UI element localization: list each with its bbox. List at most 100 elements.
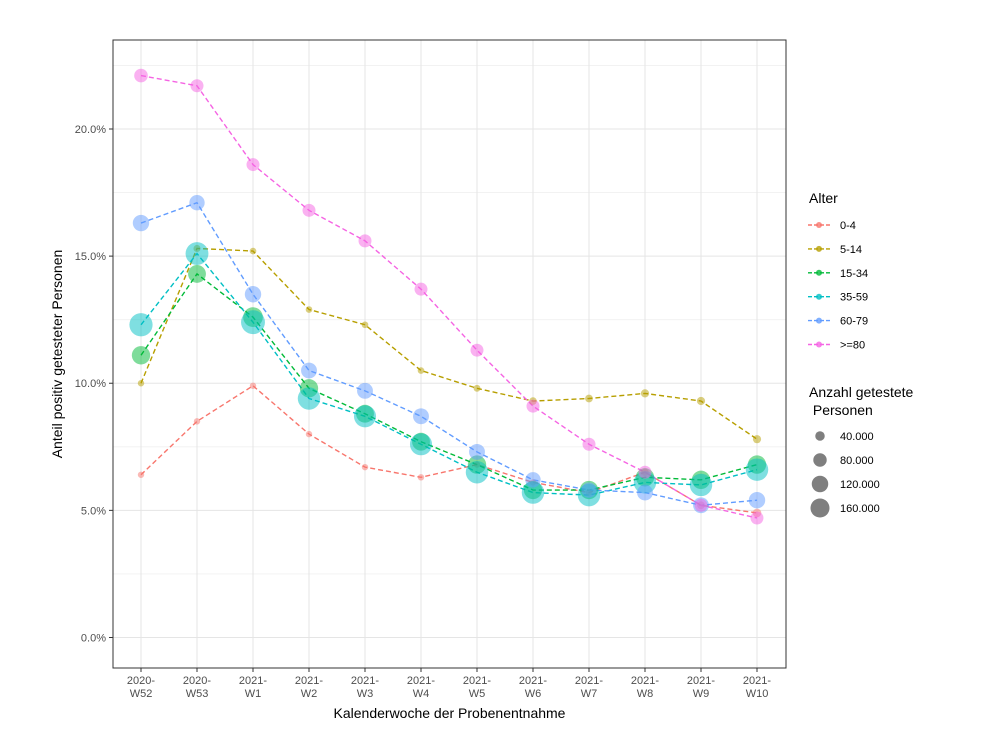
x-tick-label-week: W3 [357, 688, 374, 700]
y-tick-label: 5.0% [81, 505, 106, 517]
data-point-5-14 [306, 306, 313, 313]
x-tick-label-week: W1 [245, 688, 262, 700]
size-legend-label: 160.000 [840, 503, 880, 515]
x-tick-label-week: W10 [746, 688, 769, 700]
size-legend-key [815, 431, 825, 441]
data-point-35-59 [466, 461, 488, 483]
data-point-60-79 [525, 472, 540, 487]
data-point-35-59 [129, 313, 152, 336]
data-point-60-79 [581, 482, 596, 497]
x-tick-label-week: W8 [637, 688, 654, 700]
data-point->=80 [359, 234, 372, 247]
y-axis-title: Anteil positiv getesteter Personen [49, 250, 65, 459]
data-point-0-4 [250, 383, 256, 389]
size-legend-key [813, 453, 826, 466]
data-point-60-79 [749, 492, 765, 508]
legend-key-point [816, 318, 822, 324]
size-legend-key [812, 476, 828, 492]
x-tick-label-year: 2021- [463, 675, 491, 687]
data-point-5-14 [138, 380, 144, 386]
data-point-60-79 [133, 215, 149, 231]
x-tick-label-year: 2021- [407, 675, 435, 687]
data-point->=80 [247, 158, 260, 171]
data-point-15-34 [132, 346, 150, 364]
data-point-0-4 [362, 464, 368, 470]
legend-label: 0-4 [840, 220, 856, 232]
data-point-60-79 [413, 408, 429, 424]
data-point-5-14 [641, 389, 649, 397]
data-point-60-79 [637, 485, 653, 501]
size-legend-title-line1: Anzahl getestete [809, 384, 914, 400]
x-tick-label-week: W9 [693, 688, 710, 700]
x-tick-label-year: 2021- [351, 675, 379, 687]
data-point-35-59 [354, 405, 376, 427]
data-point->=80 [191, 79, 204, 92]
legend-label: 5-14 [840, 244, 862, 256]
data-point-0-4 [138, 472, 144, 478]
legend-key-point [816, 342, 822, 348]
data-point-35-59 [298, 387, 320, 409]
data-point-60-79 [469, 444, 485, 460]
data-point-60-79 [357, 383, 373, 399]
size-legend-label: 40.000 [840, 431, 874, 443]
data-point-5-14 [418, 367, 425, 374]
x-tick-label-week: W6 [525, 688, 542, 700]
x-tick-label-week: W2 [301, 688, 318, 700]
x-tick-label-week: W53 [186, 688, 209, 700]
size-legend-title-line2: Personen [809, 402, 873, 418]
data-point-35-59 [241, 310, 265, 334]
data-point-35-59 [186, 242, 209, 265]
x-tick-label-year: 2021- [743, 675, 771, 687]
gridlines [113, 40, 786, 668]
data-point-60-79 [245, 286, 261, 302]
data-point-60-79 [189, 195, 204, 210]
data-point->=80 [639, 466, 652, 479]
x-tick-label-year: 2021- [239, 675, 267, 687]
line-chart: 0.0%5.0%10.0%15.0%20.0% 2020-W522020-W53… [0, 0, 999, 733]
data-point-0-4 [194, 418, 200, 424]
data-point->=80 [527, 400, 540, 413]
data-point-5-14 [250, 248, 257, 255]
x-tick-label-year: 2020- [183, 675, 211, 687]
data-point-5-14 [362, 321, 369, 328]
data-point-35-59 [690, 474, 712, 496]
y-tick-label: 10.0% [75, 378, 106, 390]
x-tick-label-week: W5 [469, 688, 486, 700]
y-tick-label: 15.0% [75, 251, 106, 263]
data-point->=80 [134, 69, 148, 83]
data-point->=80 [303, 204, 316, 217]
data-point-0-4 [306, 431, 312, 437]
y-tick-label: 20.0% [75, 124, 106, 136]
data-point-5-14 [474, 385, 481, 392]
data-point-5-14 [753, 435, 761, 443]
data-point-5-14 [585, 395, 593, 403]
x-tick-label-year: 2021- [295, 675, 323, 687]
data-point-5-14 [697, 397, 705, 405]
data-point-0-4 [418, 474, 424, 480]
chart-root: 0.0% 5.0% 10.0% 15.0% 20.0% 2020- W52 2020- W53… [0, 0, 999, 733]
y-tick-label: 0.0% [81, 632, 106, 644]
data-point-35-59 [746, 458, 768, 480]
data-point->=80 [583, 438, 596, 451]
color-legend-title: Alter [809, 190, 838, 206]
legend-label: 15-34 [840, 268, 868, 280]
size-legend-label: 120.000 [840, 479, 880, 491]
data-point-35-59 [410, 433, 432, 455]
legend-label: >=80 [840, 340, 865, 352]
x-tick-label-year: 2020- [127, 675, 155, 687]
data-point->=80 [695, 499, 708, 512]
data-point->=80 [415, 283, 428, 296]
legend-label: 35-59 [840, 292, 868, 304]
x-tick-label-week: W7 [581, 688, 598, 700]
x-axis-title: Kalenderwoche der Probenentnahme [334, 705, 566, 721]
x-tick-label-week: W4 [413, 688, 430, 700]
legend-key-point [816, 294, 822, 300]
x-tick-label-year: 2021- [519, 675, 547, 687]
legend-key-point [816, 270, 822, 276]
x-tick-label-year: 2021- [575, 675, 603, 687]
data-point->=80 [751, 512, 764, 525]
x-tick-label-year: 2021- [631, 675, 659, 687]
x-tick-label-week: W52 [130, 688, 153, 700]
legend-label: 60-79 [840, 316, 868, 328]
legend-key-point [816, 222, 822, 228]
